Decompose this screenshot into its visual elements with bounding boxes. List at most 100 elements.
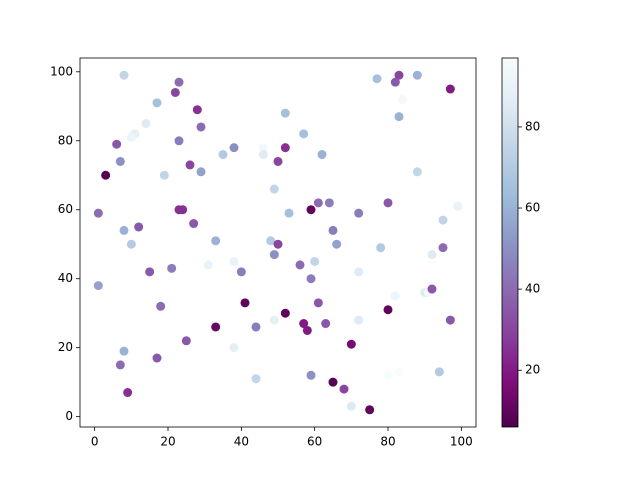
point: [346, 401, 356, 411]
x-tick-label: 20: [160, 435, 175, 449]
point: [159, 170, 169, 180]
point: [258, 143, 268, 153]
point: [445, 315, 455, 325]
point: [152, 98, 162, 108]
point: [306, 205, 316, 215]
point: [390, 77, 400, 87]
x-tick-label: 60: [307, 435, 322, 449]
point: [434, 367, 444, 377]
point: [372, 74, 382, 84]
point: [313, 298, 323, 308]
point: [126, 132, 136, 142]
point: [394, 367, 404, 377]
point: [390, 291, 400, 301]
point: [376, 243, 386, 253]
y-tick-label: 60: [58, 202, 73, 216]
point: [299, 129, 309, 139]
point: [229, 143, 239, 153]
point: [280, 143, 290, 153]
y-tick-label: 80: [58, 133, 73, 147]
point: [328, 377, 338, 387]
point: [196, 122, 206, 132]
point: [269, 315, 279, 325]
point: [229, 343, 239, 353]
point: [266, 236, 276, 246]
point: [321, 319, 331, 329]
point: [339, 384, 349, 394]
x-tick-label: 80: [380, 435, 395, 449]
point: [119, 225, 129, 235]
point: [170, 87, 180, 97]
point: [354, 267, 364, 277]
point: [273, 239, 283, 249]
point: [317, 150, 327, 160]
point: [101, 170, 111, 180]
point: [115, 360, 125, 370]
y-tick-label: 0: [65, 409, 73, 423]
point: [269, 184, 279, 194]
point: [93, 208, 103, 218]
point: [203, 260, 213, 270]
y-tick-label: 40: [58, 271, 73, 285]
point: [258, 150, 268, 160]
point: [284, 208, 294, 218]
point: [445, 84, 455, 94]
point: [145, 267, 155, 277]
point: [438, 243, 448, 253]
point: [427, 284, 437, 294]
point: [332, 239, 342, 249]
point: [280, 108, 290, 118]
point: [192, 105, 202, 115]
point: [383, 198, 393, 208]
point: [189, 219, 199, 229]
point: [383, 305, 393, 315]
point: [229, 256, 239, 266]
point: [174, 136, 184, 146]
point: [211, 236, 221, 246]
colorbar-tick-label: 80: [525, 119, 540, 133]
point: [394, 112, 404, 122]
point: [211, 322, 221, 332]
point: [412, 70, 422, 80]
point: [324, 198, 334, 208]
point: [251, 322, 261, 332]
point: [251, 374, 261, 384]
point: [354, 208, 364, 218]
point: [273, 156, 283, 166]
colorbar: [501, 57, 519, 428]
point: [438, 215, 448, 225]
point: [313, 198, 323, 208]
x-tick-label: 40: [234, 435, 249, 449]
point: [427, 250, 437, 260]
point: [93, 281, 103, 291]
point: [152, 353, 162, 363]
point: [112, 139, 122, 149]
point: [365, 405, 375, 415]
point: [412, 167, 422, 177]
point: [269, 250, 279, 260]
point: [126, 239, 136, 249]
point: [299, 319, 309, 329]
point: [123, 388, 133, 398]
x-tick-label: 100: [450, 435, 473, 449]
colorbar-tick-label: 20: [525, 363, 540, 377]
point: [302, 325, 312, 335]
point: [156, 301, 166, 311]
point: [240, 298, 250, 308]
point: [119, 346, 129, 356]
point: [398, 94, 408, 104]
point: [115, 156, 125, 166]
point: [280, 308, 290, 318]
point: [295, 260, 305, 270]
point: [306, 274, 316, 284]
point: [354, 315, 364, 325]
point: [178, 205, 188, 215]
point: [328, 225, 338, 235]
point: [306, 370, 316, 380]
colorbar-tick-label: 40: [525, 282, 540, 296]
point: [218, 150, 228, 160]
colorbar-tick-label: 60: [525, 201, 540, 215]
point: [394, 70, 404, 80]
point: [185, 160, 195, 170]
point: [181, 336, 191, 346]
